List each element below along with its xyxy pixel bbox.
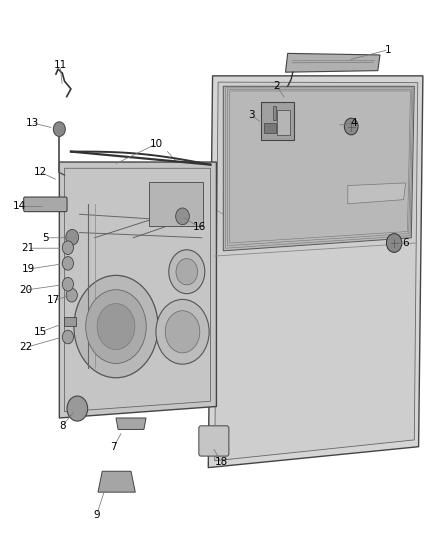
Polygon shape: [208, 76, 423, 467]
Polygon shape: [223, 86, 414, 251]
Circle shape: [169, 250, 205, 294]
Polygon shape: [215, 82, 418, 461]
Text: 18: 18: [215, 457, 228, 467]
Text: 8: 8: [59, 421, 66, 431]
Circle shape: [165, 311, 200, 353]
Bar: [272, 106, 276, 120]
Circle shape: [62, 330, 74, 344]
FancyBboxPatch shape: [261, 102, 294, 140]
Text: 20: 20: [19, 285, 32, 295]
Polygon shape: [116, 418, 146, 430]
Text: 14: 14: [13, 201, 26, 212]
Text: 19: 19: [21, 264, 35, 274]
Text: 6: 6: [403, 238, 409, 248]
Text: 12: 12: [34, 167, 47, 177]
Circle shape: [97, 303, 135, 350]
Circle shape: [86, 290, 146, 364]
Text: 1: 1: [385, 45, 392, 55]
Circle shape: [156, 300, 209, 364]
Circle shape: [62, 256, 74, 270]
FancyBboxPatch shape: [24, 197, 67, 212]
Circle shape: [386, 233, 402, 253]
Circle shape: [62, 241, 74, 254]
Circle shape: [344, 118, 358, 135]
Circle shape: [66, 288, 78, 302]
Text: 11: 11: [53, 60, 67, 70]
Circle shape: [176, 259, 198, 285]
Circle shape: [176, 208, 189, 225]
Circle shape: [74, 276, 158, 378]
Text: 2: 2: [274, 82, 280, 91]
Text: 21: 21: [21, 243, 35, 253]
Bar: [64, 317, 76, 326]
Text: 16: 16: [193, 222, 206, 232]
Text: 22: 22: [19, 343, 32, 352]
Text: 5: 5: [42, 233, 49, 243]
Text: 4: 4: [351, 118, 357, 128]
Text: 9: 9: [93, 510, 100, 520]
Text: 3: 3: [248, 110, 254, 120]
FancyBboxPatch shape: [149, 182, 203, 226]
Text: 10: 10: [150, 139, 163, 149]
Text: 13: 13: [26, 118, 39, 128]
Polygon shape: [59, 162, 216, 418]
Bar: [277, 110, 290, 135]
Circle shape: [67, 396, 88, 421]
Bar: [264, 123, 276, 133]
Text: 7: 7: [110, 442, 117, 451]
Circle shape: [66, 229, 79, 245]
Text: 17: 17: [47, 295, 60, 305]
Polygon shape: [348, 183, 406, 204]
Text: 15: 15: [34, 327, 47, 337]
Polygon shape: [98, 471, 135, 492]
FancyBboxPatch shape: [199, 426, 229, 456]
Polygon shape: [286, 53, 380, 72]
Circle shape: [53, 122, 65, 136]
Circle shape: [62, 278, 74, 291]
